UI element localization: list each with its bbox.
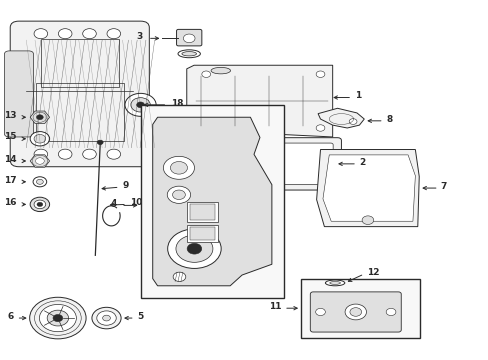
FancyBboxPatch shape xyxy=(176,30,202,46)
Polygon shape xyxy=(152,117,271,286)
Circle shape xyxy=(315,125,324,131)
Circle shape xyxy=(107,149,121,159)
Polygon shape xyxy=(317,108,364,128)
Circle shape xyxy=(136,102,144,108)
Ellipse shape xyxy=(325,280,344,286)
Circle shape xyxy=(202,125,210,131)
Circle shape xyxy=(125,93,156,116)
Text: 3: 3 xyxy=(137,32,142,41)
Circle shape xyxy=(37,179,43,184)
Circle shape xyxy=(34,149,47,159)
Text: 4: 4 xyxy=(111,199,117,208)
Circle shape xyxy=(58,149,72,159)
Circle shape xyxy=(58,29,72,39)
Text: 1: 1 xyxy=(354,91,360,100)
Circle shape xyxy=(176,235,212,262)
FancyBboxPatch shape xyxy=(310,292,401,332)
Ellipse shape xyxy=(211,67,230,74)
Circle shape xyxy=(36,158,44,164)
Text: 17: 17 xyxy=(4,176,17,185)
Circle shape xyxy=(40,305,76,332)
Text: 8: 8 xyxy=(386,114,391,123)
Circle shape xyxy=(47,310,68,326)
Circle shape xyxy=(386,309,395,316)
Circle shape xyxy=(348,119,356,125)
Circle shape xyxy=(172,190,185,199)
Text: 12: 12 xyxy=(366,269,378,278)
Bar xyxy=(190,226,215,240)
Ellipse shape xyxy=(178,50,200,58)
Bar xyxy=(140,105,284,298)
Polygon shape xyxy=(316,149,418,226)
Circle shape xyxy=(53,315,62,321)
FancyBboxPatch shape xyxy=(10,21,149,167)
FancyBboxPatch shape xyxy=(178,138,341,190)
Circle shape xyxy=(82,29,96,39)
Circle shape xyxy=(167,186,190,203)
Text: 11: 11 xyxy=(268,302,281,311)
Circle shape xyxy=(30,132,49,146)
Circle shape xyxy=(97,140,103,144)
Circle shape xyxy=(82,149,96,159)
Text: 15: 15 xyxy=(4,132,17,141)
Circle shape xyxy=(315,71,324,77)
Text: 14: 14 xyxy=(4,155,17,164)
Circle shape xyxy=(131,98,150,112)
Text: 16: 16 xyxy=(4,198,17,207)
Circle shape xyxy=(30,297,86,339)
Polygon shape xyxy=(322,155,414,221)
Circle shape xyxy=(34,200,46,209)
Circle shape xyxy=(361,216,373,225)
Bar xyxy=(186,202,218,222)
Bar xyxy=(186,225,218,242)
Text: 18: 18 xyxy=(170,99,183,108)
Circle shape xyxy=(34,134,46,143)
Circle shape xyxy=(102,315,110,321)
Circle shape xyxy=(33,177,46,187)
Circle shape xyxy=(202,71,210,77)
Circle shape xyxy=(183,34,195,42)
Circle shape xyxy=(37,115,43,120)
Circle shape xyxy=(349,308,361,316)
Text: 5: 5 xyxy=(137,312,143,321)
Circle shape xyxy=(30,197,49,212)
Bar xyxy=(301,279,419,338)
FancyBboxPatch shape xyxy=(186,143,332,185)
Text: 7: 7 xyxy=(440,182,446,191)
Polygon shape xyxy=(30,111,49,123)
Circle shape xyxy=(315,309,325,316)
Text: 2: 2 xyxy=(359,158,365,167)
Circle shape xyxy=(170,162,187,174)
Bar xyxy=(36,83,123,140)
Bar xyxy=(190,204,215,220)
Circle shape xyxy=(173,272,185,282)
Text: 6: 6 xyxy=(8,312,14,321)
FancyBboxPatch shape xyxy=(4,51,34,137)
Circle shape xyxy=(37,202,43,207)
Polygon shape xyxy=(186,65,332,137)
Circle shape xyxy=(187,243,202,254)
Ellipse shape xyxy=(182,51,196,56)
Text: 13: 13 xyxy=(4,111,17,120)
Ellipse shape xyxy=(329,282,340,284)
Circle shape xyxy=(34,29,47,39)
Circle shape xyxy=(97,311,116,325)
Circle shape xyxy=(107,29,121,39)
Circle shape xyxy=(345,304,366,320)
Bar xyxy=(41,40,119,87)
Circle shape xyxy=(167,229,221,269)
Circle shape xyxy=(92,307,121,329)
Text: 10: 10 xyxy=(130,198,142,207)
Polygon shape xyxy=(30,155,49,167)
Circle shape xyxy=(163,156,194,179)
Text: 9: 9 xyxy=(122,181,128,190)
